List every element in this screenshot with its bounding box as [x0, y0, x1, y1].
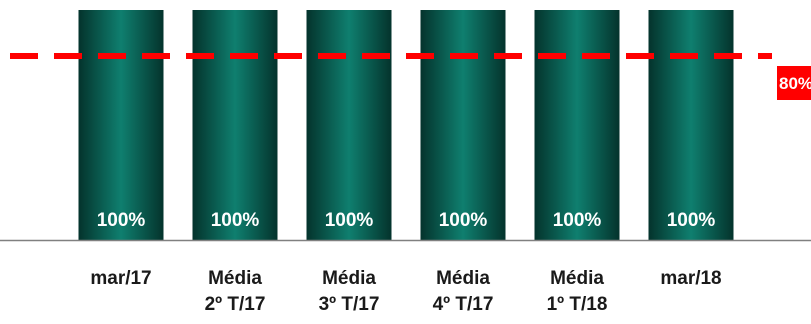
bar-value-label: 100%: [553, 210, 602, 231]
bar: [306, 10, 392, 240]
x-tick-label: Média 4º T/17: [432, 268, 494, 315]
bar-value-label: 100%: [325, 210, 374, 231]
bar-value-label: 100%: [667, 210, 716, 231]
x-tick-label: Média 1º T/18: [546, 268, 608, 315]
bar: [78, 10, 164, 240]
bar-value-label: 100%: [211, 210, 260, 231]
bar: [420, 10, 506, 240]
reference-label: 80%: [779, 74, 811, 93]
x-tick-label: mar/17: [90, 268, 152, 289]
x-tick-label: Média 3º T/17: [318, 268, 380, 315]
bar: [648, 10, 734, 240]
x-tick-label: Média 2º T/17: [204, 268, 266, 315]
bar: [534, 10, 620, 240]
bar: [192, 10, 278, 240]
bar-group: 100% 100% 100% 100% 100% 100%: [78, 10, 734, 240]
bar-value-label: 100%: [439, 210, 488, 231]
x-tick-label: mar/18: [660, 268, 722, 289]
reference-label-box: [777, 66, 811, 100]
bar-value-label: 100%: [97, 210, 146, 231]
